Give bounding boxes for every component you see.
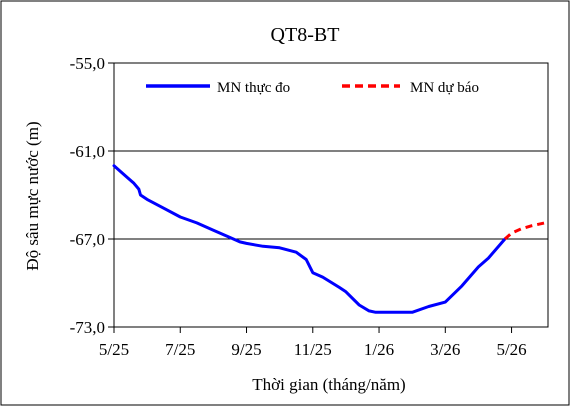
x-tick-label: 9/25: [231, 340, 261, 359]
series-layer: [112, 164, 548, 314]
x-tick-label: 7/25: [165, 340, 195, 359]
x-tick-label: 1/26: [364, 340, 394, 359]
y-tick-label: -61,0: [70, 142, 105, 161]
y-tick-label: -73,0: [70, 318, 105, 337]
legend-label-forecast: MN dự báo: [410, 80, 479, 96]
series-line-forecast: [503, 221, 548, 241]
x-axis: 5/25 7/25 9/25 11/25 1/26 3/26 5/26: [99, 327, 527, 359]
grid-layer: [114, 150, 548, 240]
chart-title: QT8-BT: [271, 24, 340, 46]
y-tick-label: -67,0: [70, 230, 105, 249]
legend-label-measured: MN thực đo: [217, 80, 290, 96]
x-tick-label: 5/25: [99, 340, 129, 359]
legend: MN thực đo MN dự báo: [146, 80, 479, 96]
plot-area: [113, 62, 549, 328]
y-axis: -55,0 -61,0 -67,0 -73,0: [70, 54, 114, 337]
x-tick-label: 5/26: [496, 340, 526, 359]
y-tick-label: -55,0: [70, 54, 105, 73]
series-line-measured: [112, 164, 507, 314]
y-axis-label: Độ sâu mực nước (m): [23, 121, 42, 270]
x-axis-label: Thời gian (tháng/năm): [252, 375, 405, 394]
x-tick-label: 11/25: [294, 340, 332, 359]
x-tick-label: 3/26: [430, 340, 460, 359]
